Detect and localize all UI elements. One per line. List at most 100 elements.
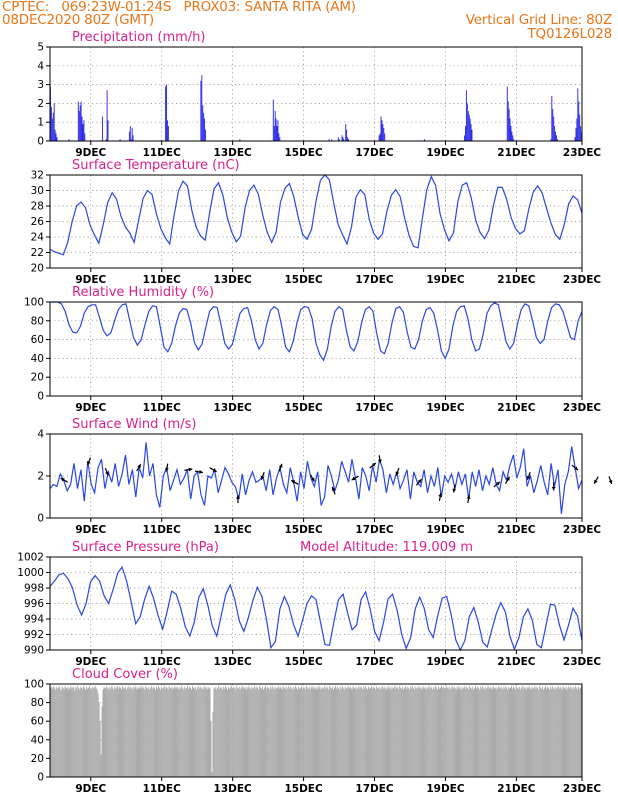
data-bar <box>580 687 582 777</box>
y-tick-label: 20 <box>31 263 44 275</box>
data-bar <box>80 686 82 777</box>
data-bar <box>508 686 510 777</box>
data-bar <box>377 688 379 777</box>
x-tick-label: 17DEC <box>355 274 394 286</box>
data-bar <box>166 687 168 777</box>
data-bar <box>204 685 206 777</box>
x-tick-label: 21DEC <box>497 402 536 414</box>
data-bar <box>212 711 214 777</box>
x-tick-label: 21DEC <box>497 656 536 668</box>
y-tick-label: 40 <box>31 353 44 365</box>
x-tick-label: 23DEC <box>563 656 602 668</box>
data-bar <box>279 686 281 777</box>
x-tick-label: 15DEC <box>284 783 323 795</box>
data-bar <box>176 686 178 777</box>
panel-annotation: Model Altitude: 119.009 m <box>300 540 473 555</box>
x-tick-label: 15DEC <box>284 656 323 668</box>
data-bar <box>530 689 532 777</box>
data-bar <box>320 689 322 777</box>
data-bar <box>244 687 246 777</box>
data-bar <box>190 687 192 777</box>
data-bar <box>249 687 251 777</box>
data-bar <box>91 686 93 777</box>
data-bar <box>379 689 381 777</box>
data-bar <box>325 688 327 777</box>
wind-arrow <box>104 467 109 476</box>
x-tick-label: 21DEC <box>497 783 536 795</box>
data-bar <box>351 689 353 777</box>
data-bar <box>272 687 274 777</box>
data-bar <box>328 139 330 141</box>
data-bar <box>147 688 149 777</box>
wind-arrow-head <box>526 475 531 480</box>
panel-frame <box>49 683 583 778</box>
data-bar <box>283 687 285 777</box>
wind-arrow <box>493 481 501 488</box>
header-run-date: 08DEC2020 80Z (GMT) <box>2 12 154 28</box>
data-bar <box>493 687 495 777</box>
data-bar <box>268 689 270 777</box>
data-bar <box>511 131 513 141</box>
data-bar <box>240 687 242 777</box>
data-bar <box>165 86 167 141</box>
data-bar <box>134 685 136 777</box>
data-bar <box>434 688 436 777</box>
data-bar <box>358 685 360 777</box>
data-bar <box>52 112 54 141</box>
data-bar <box>490 687 492 777</box>
data-bar <box>141 688 143 777</box>
data-bar <box>477 687 479 777</box>
x-tick-label: 13DEC <box>214 656 253 668</box>
data-bar <box>114 686 116 777</box>
data-bar <box>384 687 386 777</box>
data-bar <box>324 685 326 777</box>
data-bar <box>194 686 196 777</box>
data-bar <box>300 685 302 777</box>
data-bar <box>256 686 258 777</box>
data-bar <box>553 116 555 141</box>
data-bar <box>64 685 66 777</box>
data-bar <box>142 686 144 777</box>
data-bar <box>441 688 443 777</box>
data-bar <box>122 687 124 777</box>
panel-title: Relative Humidity (%) <box>72 285 214 300</box>
data-bar <box>475 688 477 777</box>
data-bar <box>62 687 64 777</box>
data-bar <box>420 687 422 777</box>
data-bar <box>298 688 300 777</box>
data-bar <box>204 118 206 141</box>
data-bar <box>531 686 533 777</box>
data-bar <box>387 688 389 777</box>
data-bar <box>435 685 437 777</box>
data-bar <box>574 688 576 777</box>
data-bar <box>348 139 349 141</box>
data-bar <box>399 685 401 777</box>
data-bar <box>200 80 202 141</box>
data-bar <box>230 685 232 777</box>
data-bar <box>491 689 493 777</box>
data-bar <box>273 689 275 777</box>
data-bar <box>465 125 466 141</box>
x-tick-label: 9DEC <box>75 656 106 668</box>
data-bar <box>343 139 345 141</box>
data-bar <box>346 687 348 777</box>
data-bar <box>90 689 92 777</box>
data-bar <box>294 688 296 777</box>
wind-arrow <box>136 463 142 472</box>
data-bar <box>102 689 104 777</box>
data-bar <box>196 687 198 777</box>
data-bar <box>508 109 510 141</box>
data-bar <box>418 688 420 777</box>
data-bar <box>245 689 247 777</box>
data-bar <box>337 687 339 777</box>
data-bar <box>513 139 515 141</box>
data-bar <box>101 116 103 141</box>
data-bar <box>74 690 76 777</box>
data-bar <box>260 687 262 777</box>
data-bar <box>131 689 133 777</box>
data-bar <box>106 90 108 141</box>
data-bar <box>225 685 227 777</box>
data-bar <box>428 685 430 777</box>
y-tick-label: 0 <box>37 136 44 148</box>
data-bar <box>481 685 483 777</box>
